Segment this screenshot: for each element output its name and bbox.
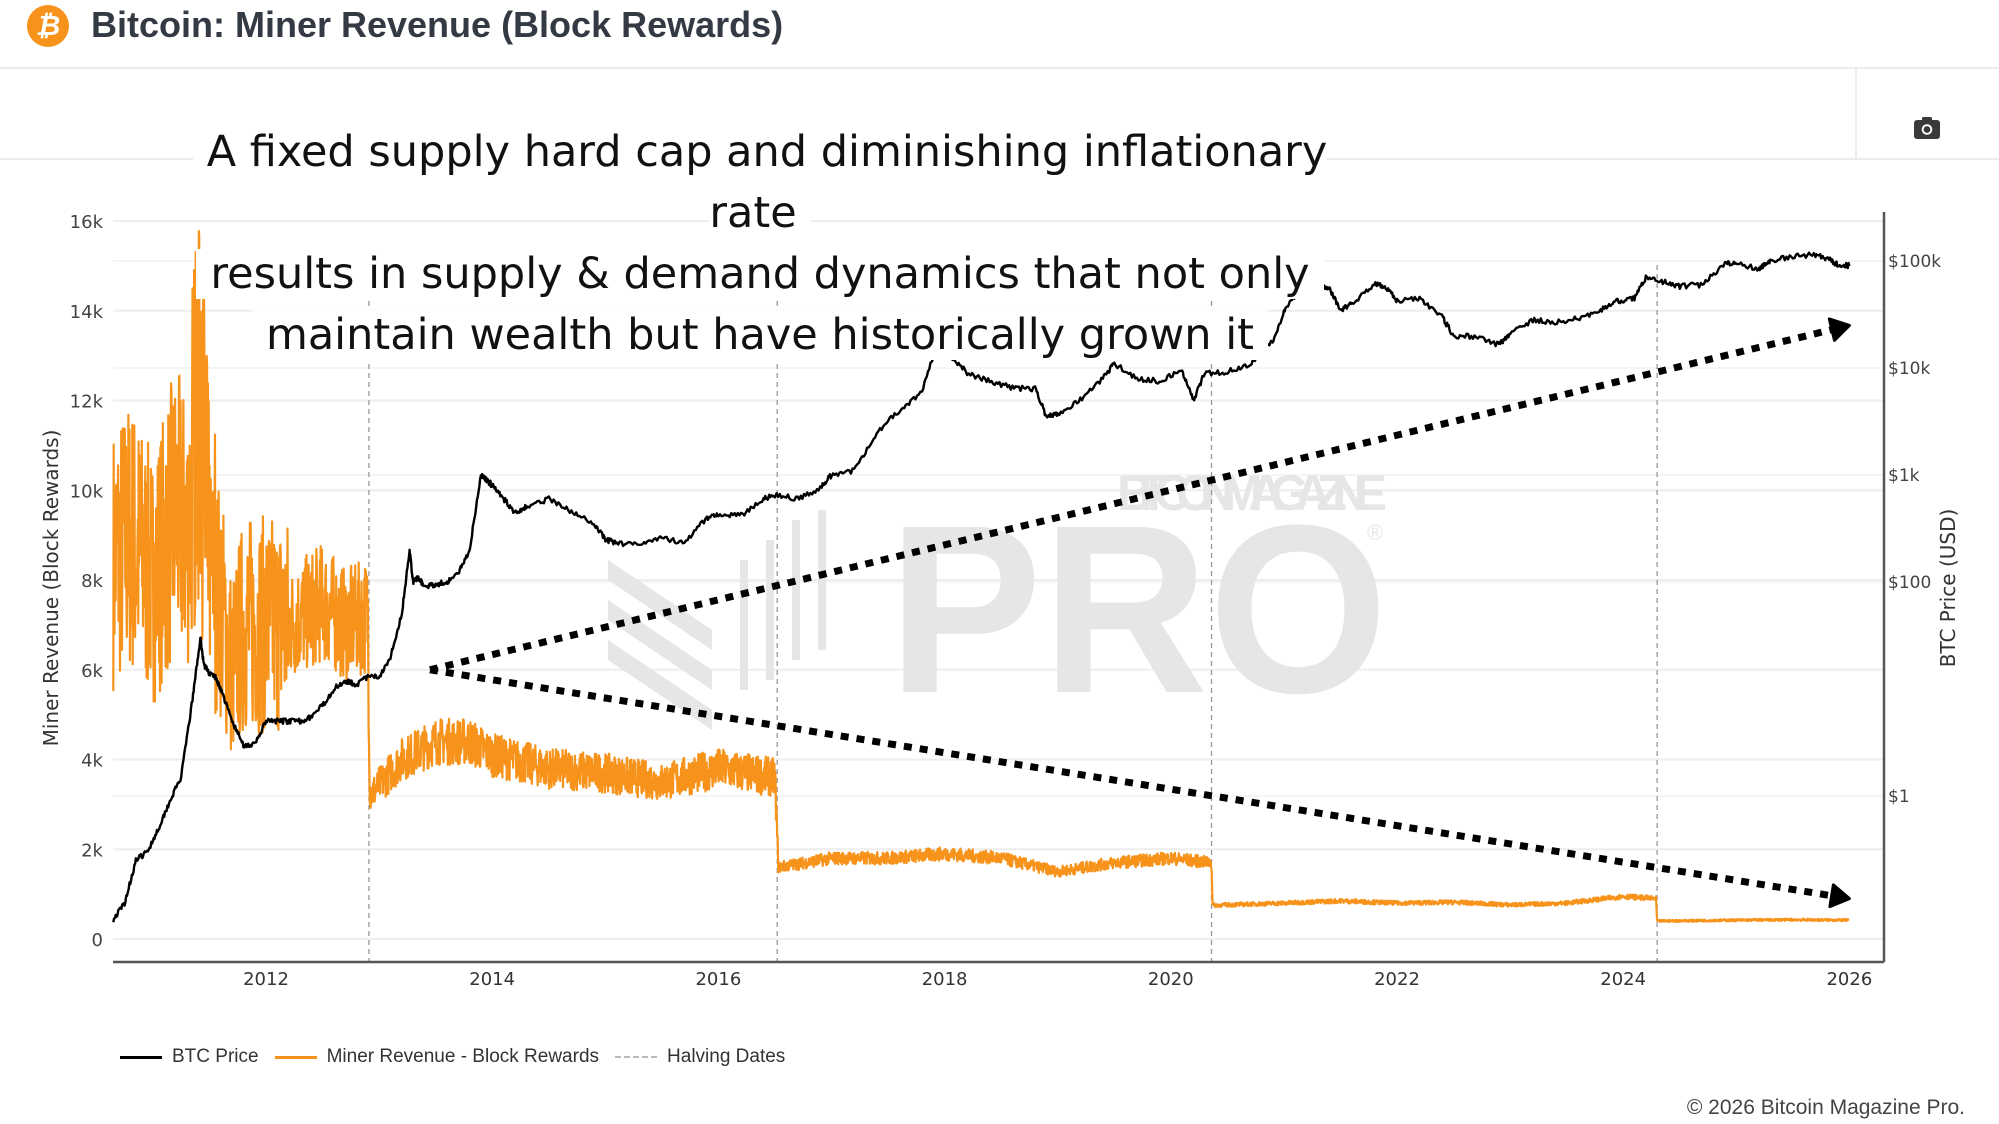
- y-tick-label: 8k: [81, 571, 103, 592]
- y2-tick-label: $10k: [1888, 359, 1930, 379]
- toolbar-divider: [1855, 69, 1857, 159]
- falling-trend-arrow-shaft: [429, 666, 1833, 900]
- legend-item-miner-revenue[interactable]: Miner Revenue - Block Rewards: [274, 1046, 600, 1068]
- legend-swatch-halving: [615, 1056, 658, 1058]
- falling-trend-arrow: [429, 666, 1851, 909]
- y2-tick-label: $1: [1888, 787, 1910, 807]
- legend-item-btc-price[interactable]: BTC Price: [120, 1046, 259, 1068]
- header: ₿ Bitcoin: Miner Revenue (Block Rewards): [0, 0, 1999, 69]
- axes: 0 2k 4k 6k 8k 10k 12k 14k 16k $1 $100 $1k $10k $100k 2…: [39, 212, 1960, 990]
- y-tick-label: 6k: [81, 661, 103, 682]
- y2-axis-title: BTC Price (USD): [1936, 509, 1960, 668]
- x-tick-label: 2024: [1600, 969, 1646, 990]
- annotation-text: A fixed supply hard cap and diminishing …: [160, 122, 1360, 366]
- x-tick-label: 2012: [243, 969, 289, 990]
- watermark: BITCOIN MAGAZINE PRO ®: [608, 465, 1388, 743]
- y-axis-title: Miner Revenue (Block Rewards): [39, 430, 63, 747]
- legend-label-revenue: Miner Revenue - Block Rewards: [326, 1046, 600, 1067]
- copyright-footer: © 2026 Bitcoin Magazine Pro.: [1686, 1096, 1965, 1119]
- y-tick-label: 16k: [70, 212, 104, 233]
- watermark-logo-icon: [608, 510, 826, 730]
- legend-label-halving: Halving Dates: [667, 1046, 786, 1067]
- annotation-line-3: maintain wealth but have historically gr…: [251, 310, 1269, 360]
- y-tick-label: 12k: [70, 392, 104, 413]
- price-line: [112, 251, 1851, 923]
- y2-tick-label: $1k: [1888, 466, 1920, 486]
- watermark-registered: ®: [1367, 520, 1383, 545]
- x-tick-label: 2018: [922, 969, 968, 990]
- legend-item-halving-dates[interactable]: Halving Dates: [615, 1046, 785, 1068]
- bitcoin-icon: ₿: [27, 5, 69, 47]
- legend: BTC Price Miner Revenue - Block Rewards …: [120, 1046, 801, 1068]
- x-tick-label: 2014: [469, 969, 515, 990]
- revenue-line: [112, 230, 1850, 924]
- watermark-main: PRO: [888, 475, 1388, 743]
- page-title: Bitcoin: Miner Revenue (Block Rewards): [91, 4, 784, 45]
- rising-trend-arrow: [429, 317, 1851, 674]
- y-tick-label: 10k: [70, 481, 104, 502]
- legend-swatch-price: [120, 1055, 162, 1059]
- y2-tick-label: $100: [1888, 573, 1931, 593]
- x-tick-label: 2022: [1374, 969, 1420, 990]
- camera-icon[interactable]: [1914, 116, 1940, 140]
- legend-label-price: BTC Price: [172, 1046, 259, 1067]
- x-tick-label: 2020: [1148, 969, 1194, 990]
- rising-trend-arrow-shaft: [429, 326, 1833, 674]
- y2-tick-label: $100k: [1888, 252, 1941, 272]
- revenue-series: [112, 230, 1850, 924]
- y-tick-label: 14k: [70, 302, 104, 323]
- annotation-line-2: results in supply & demand dynamics that…: [196, 249, 1324, 299]
- legend-swatch-revenue: [274, 1055, 317, 1059]
- trend-arrows: [429, 317, 1851, 909]
- price-series: [112, 251, 1851, 923]
- y-tick-label: 2k: [81, 840, 103, 861]
- y-tick-label: 0: [92, 930, 103, 951]
- falling-trend-arrow-head-icon: [1828, 883, 1851, 909]
- x-tick-label: 2026: [1826, 969, 1872, 990]
- x-tick-label: 2016: [695, 969, 741, 990]
- rising-trend-arrow-head-icon: [1827, 317, 1851, 342]
- annotation-line-1: A fixed supply hard cap and diminishing …: [192, 127, 1328, 238]
- y-tick-label: 4k: [81, 751, 103, 772]
